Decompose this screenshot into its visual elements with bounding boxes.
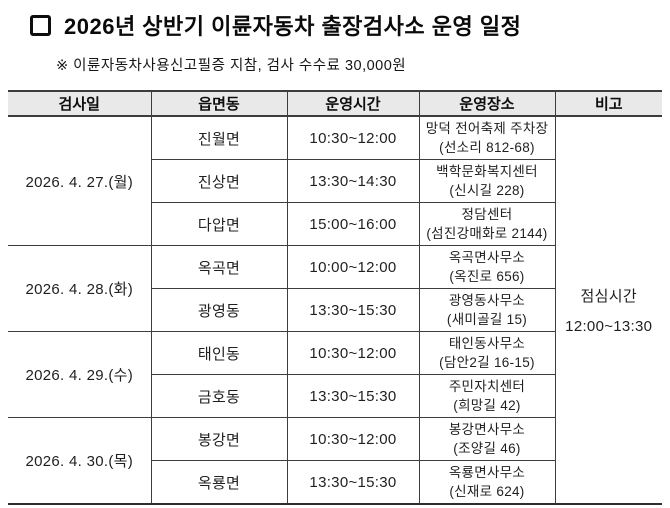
- table-row: 2026. 4. 28.(화) 옥곡면 10:00~12:00 옥곡면사무소 (…: [8, 245, 662, 332]
- time-cell: 10:30~12:00: [286, 417, 420, 461]
- town-cell: 진월면: [150, 115, 288, 160]
- place-address: (신시길 228): [449, 183, 525, 198]
- table-row: 2026. 4. 30.(목) 봉강면 10:30~12:00 봉강면사무소 (…: [8, 417, 662, 505]
- page-title-text: 2026년 상반기 이륜자동차 출장검사소 운영 일정: [64, 14, 522, 39]
- town-cell: 광영동: [150, 288, 288, 332]
- table-row: 광영동 13:30~15:30 광영동사무소 (새미골길 15): [8, 288, 662, 332]
- date-cell: 2026. 4. 27.(월): [8, 115, 152, 246]
- table-row: 2026. 4. 27.(월) 진월면 10:30~12:00 망덕 전어축제 …: [8, 115, 662, 505]
- time-cell: 10:00~12:00: [286, 245, 420, 289]
- place-name: 태인동사무소: [448, 336, 526, 351]
- remark-line2: 12:00~13:30: [565, 318, 653, 335]
- place-name: 백학문화복지센터: [436, 164, 538, 179]
- header-town: 읍면동: [150, 90, 288, 117]
- place-name: 정담센터: [461, 207, 513, 222]
- town-cell: 태인동: [150, 331, 288, 375]
- table-row: 2026. 4. 29.(수) 태인동 10:30~12:00 태인동사무소 (…: [8, 331, 662, 418]
- town-cell: 금호동: [150, 374, 288, 418]
- place-address: (선소리 812-68): [439, 140, 535, 155]
- time-cell: 13:30~15:30: [286, 374, 420, 418]
- table-row: 금호동 13:30~15:30 주민자치센터 (희망길 42): [8, 374, 662, 418]
- place-name: 주민자치센터: [448, 379, 526, 394]
- place-address: (희망길 42): [453, 398, 521, 413]
- place-cell: 망덕 전어축제 주차장 (선소리 812-68): [418, 115, 556, 160]
- place-cell: 옥곡면사무소 (옥진로 656): [418, 245, 556, 289]
- place-name: 봉강면사무소: [448, 422, 526, 437]
- place-name: 광영동사무소: [448, 293, 526, 308]
- place-name: 망덕 전어축제 주차장: [425, 121, 549, 136]
- page-title: 2026년 상반기 이륜자동차 출장검사소 운영 일정: [30, 9, 670, 41]
- place-name: 옥룡면사무소: [448, 465, 526, 480]
- town-cell: 봉강면: [150, 417, 288, 461]
- header-date: 검사일: [8, 90, 152, 117]
- header-remark: 비고: [554, 90, 662, 117]
- place-address: (신재로 624): [449, 484, 525, 499]
- place-cell: 옥룡면사무소 (신재로 624): [418, 460, 556, 505]
- empty-square-icon: [30, 14, 51, 36]
- place-name: 옥곡면사무소: [448, 250, 526, 265]
- date-cell: 2026. 4. 28.(화): [8, 245, 152, 332]
- time-cell: 13:30~15:30: [286, 288, 420, 332]
- place-address: (조양길 46): [453, 441, 521, 456]
- remark-cell: 점심시간 12:00~13:30: [554, 115, 662, 505]
- time-cell: 15:00~16:00: [286, 202, 420, 246]
- inspection-schedule-table: 검사일 읍면동 운영시간 운영장소 비고 2026. 4. 27.(월) 진월면…: [8, 90, 662, 505]
- time-cell: 13:30~14:30: [286, 159, 420, 203]
- date-cell: 2026. 4. 30.(목): [8, 417, 152, 505]
- notice-subtitle: ※ 이륜자동차사용신고필증 지참, 검사 수수료 30,000원: [56, 58, 407, 74]
- place-cell: 봉강면사무소 (조양길 46): [418, 417, 556, 461]
- place-address: (섬진강매화로 2144): [426, 226, 548, 241]
- remark-line1: 점심시간: [580, 288, 637, 305]
- place-address: (담안2길 16-15): [439, 355, 535, 370]
- place-cell: 백학문화복지센터 (신시길 228): [418, 159, 556, 203]
- time-cell: 13:30~15:30: [286, 460, 420, 505]
- time-cell: 10:30~12:00: [286, 115, 420, 160]
- place-address: (새미골길 15): [446, 312, 528, 327]
- place-cell: 광영동사무소 (새미골길 15): [418, 288, 556, 332]
- town-cell: 진상면: [150, 159, 288, 203]
- time-cell: 10:30~12:00: [286, 331, 420, 375]
- header-time: 운영시간: [286, 90, 420, 117]
- place-cell: 주민자치센터 (희망길 42): [418, 374, 556, 418]
- table-row: 다압면 15:00~16:00 정담센터 (섬진강매화로 2144): [8, 202, 662, 246]
- town-cell: 옥룡면: [150, 460, 288, 505]
- place-address: (옥진로 656): [449, 269, 525, 284]
- place-cell: 정담센터 (섬진강매화로 2144): [418, 202, 556, 246]
- header-place: 운영장소: [418, 90, 556, 117]
- table-row: 진상면 13:30~14:30 백학문화복지센터 (신시길 228): [8, 159, 662, 203]
- place-cell: 태인동사무소 (담안2길 16-15): [418, 331, 556, 375]
- town-cell: 다압면: [150, 202, 288, 246]
- town-cell: 옥곡면: [150, 245, 288, 289]
- date-cell: 2026. 4. 29.(수): [8, 331, 152, 418]
- table-header-row: 검사일 읍면동 운영시간 운영장소 비고: [8, 90, 662, 117]
